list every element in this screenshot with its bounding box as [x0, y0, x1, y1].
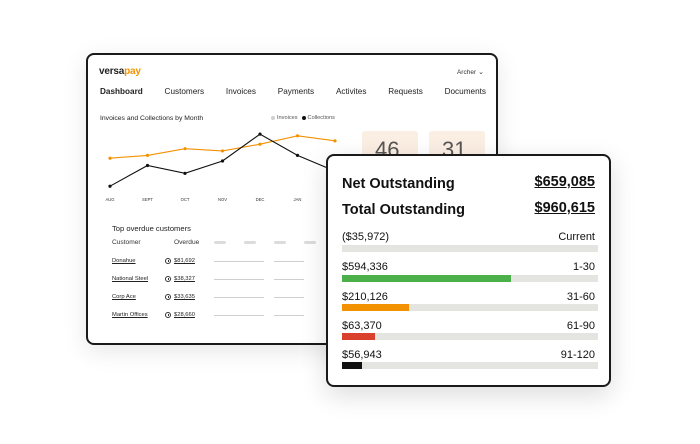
- logo-accent-text: pay: [124, 66, 141, 77]
- data-point-collections[interactable]: [258, 132, 262, 136]
- bucket-label: 1-30: [572, 261, 595, 273]
- x-tick-label: JAN: [294, 197, 302, 202]
- invoices-collections-chart: AUG SEPT OCT NOV DEC JAN: [105, 132, 337, 202]
- main-nav: Dashboard Customers Invoices Payments Ac…: [100, 87, 486, 96]
- x-tick-label: DEC: [256, 197, 265, 202]
- nav-activites[interactable]: Activites: [335, 87, 367, 96]
- chevron-down-icon: ⌄: [478, 69, 484, 76]
- bucket-amount: $594,336: [342, 261, 388, 273]
- bucket-amount: $56,943: [342, 349, 382, 361]
- row-placeholder: [214, 279, 264, 281]
- data-point-collections[interactable]: [220, 159, 225, 163]
- customer-link-national-steel[interactable]: National Steel: [112, 276, 149, 282]
- clock-icon: [165, 294, 171, 300]
- row-placeholder: [274, 261, 304, 263]
- bucket-fill: [342, 362, 363, 369]
- legend-invoices: Invoices: [271, 115, 298, 121]
- bucket-track: [342, 275, 598, 282]
- customer-link-martin-offices[interactable]: Martin Offices: [112, 312, 148, 318]
- legend-collections-label: Collections: [307, 115, 335, 121]
- row-placeholder: [214, 261, 264, 263]
- data-point-invoices[interactable]: [333, 139, 337, 143]
- versapay-logo[interactable]: versapay: [99, 66, 141, 77]
- chart-title: Invoices and Collections by Month: [100, 115, 204, 122]
- customer-link-donahue[interactable]: Donahue: [112, 258, 136, 264]
- bucket-track: [342, 362, 598, 369]
- x-tick-label: SEPT: [142, 197, 153, 202]
- data-point-invoices[interactable]: [108, 156, 112, 160]
- overdue-amount-link[interactable]: $28,660: [174, 312, 195, 318]
- data-point-collections[interactable]: [183, 171, 187, 175]
- row-placeholder: [274, 315, 304, 317]
- x-tick-label: AUG: [105, 197, 114, 202]
- legend-collections: Collections: [301, 115, 335, 121]
- legend-dot-icon: [301, 115, 306, 120]
- bucket-label: 31-60: [566, 291, 595, 303]
- x-tick-label: NOV: [218, 197, 227, 202]
- clock-icon: [165, 258, 171, 264]
- bucket-fill: [342, 304, 409, 311]
- overdue-amount-link[interactable]: $38,327: [174, 276, 195, 282]
- bucket-track: [342, 304, 598, 311]
- chart-legend: Invoices Collections: [271, 115, 335, 121]
- row-placeholder: [214, 297, 264, 299]
- header-placeholder: [214, 241, 226, 244]
- overdue-amount-link[interactable]: $33,635: [174, 294, 195, 300]
- legend-dot-icon: [271, 115, 275, 120]
- nav-invoices[interactable]: Invoices: [225, 87, 256, 96]
- row-placeholder: [274, 279, 304, 281]
- nav-dashboard[interactable]: Dashboard: [100, 87, 143, 96]
- row-placeholder: [214, 315, 264, 317]
- user-menu[interactable]: Archer ⌄: [457, 68, 484, 76]
- nav-documents[interactable]: Documents: [444, 87, 486, 96]
- total-outstanding-value[interactable]: $960,615: [534, 200, 595, 216]
- data-point-invoices[interactable]: [258, 142, 262, 146]
- nav-requests[interactable]: Requests: [388, 87, 423, 96]
- overdue-amount-link[interactable]: $81,692: [174, 258, 195, 264]
- data-point-invoices[interactable]: [145, 153, 150, 157]
- clock-icon: [165, 276, 171, 282]
- data-point-collections[interactable]: [295, 153, 300, 157]
- bucket-fill: [342, 275, 511, 282]
- data-point-invoices[interactable]: [220, 149, 225, 153]
- header-placeholder: [304, 241, 316, 244]
- header-placeholder: [244, 241, 256, 244]
- outstanding-card: Net Outstanding $659,085 Total Outstandi…: [326, 154, 611, 387]
- user-name: Archer: [456, 69, 477, 76]
- col-header-overdue: Overdue: [174, 239, 200, 246]
- bucket-track: [342, 245, 598, 252]
- clock-icon: [165, 312, 171, 318]
- data-point-collections[interactable]: [108, 184, 112, 188]
- header-placeholder: [274, 241, 286, 244]
- net-outstanding-label: Net Outstanding: [342, 176, 455, 192]
- bucket-amount: $63,370: [342, 320, 382, 332]
- total-outstanding-label: Total Outstanding: [342, 202, 465, 218]
- row-placeholder: [274, 297, 304, 299]
- data-point-collections[interactable]: [145, 163, 150, 168]
- nav-customers[interactable]: Customers: [164, 87, 205, 96]
- data-point-invoices[interactable]: [183, 147, 187, 151]
- bucket-amount: $210,126: [342, 291, 388, 303]
- bucket-label: 91-120: [560, 349, 595, 361]
- col-header-customer: Customer: [112, 239, 141, 246]
- data-point-invoices[interactable]: [295, 134, 300, 138]
- bucket-track: [342, 333, 598, 340]
- bucket-fill: [342, 333, 376, 340]
- x-tick-label: OCT: [181, 197, 190, 202]
- legend-invoices-label: Invoices: [277, 115, 298, 121]
- net-outstanding-value[interactable]: $659,085: [534, 174, 595, 190]
- overdue-title: Top overdue customers: [112, 224, 191, 233]
- bucket-label: Current: [558, 231, 595, 243]
- bucket-amount: ($35,972): [342, 231, 390, 243]
- customer-link-corp-ace[interactable]: Corp Ace: [112, 294, 136, 300]
- bucket-label: 61-90: [566, 320, 595, 332]
- series-line-invoices: [109, 135, 336, 159]
- logo-text: versa: [99, 66, 125, 77]
- nav-payments[interactable]: Payments: [277, 87, 315, 96]
